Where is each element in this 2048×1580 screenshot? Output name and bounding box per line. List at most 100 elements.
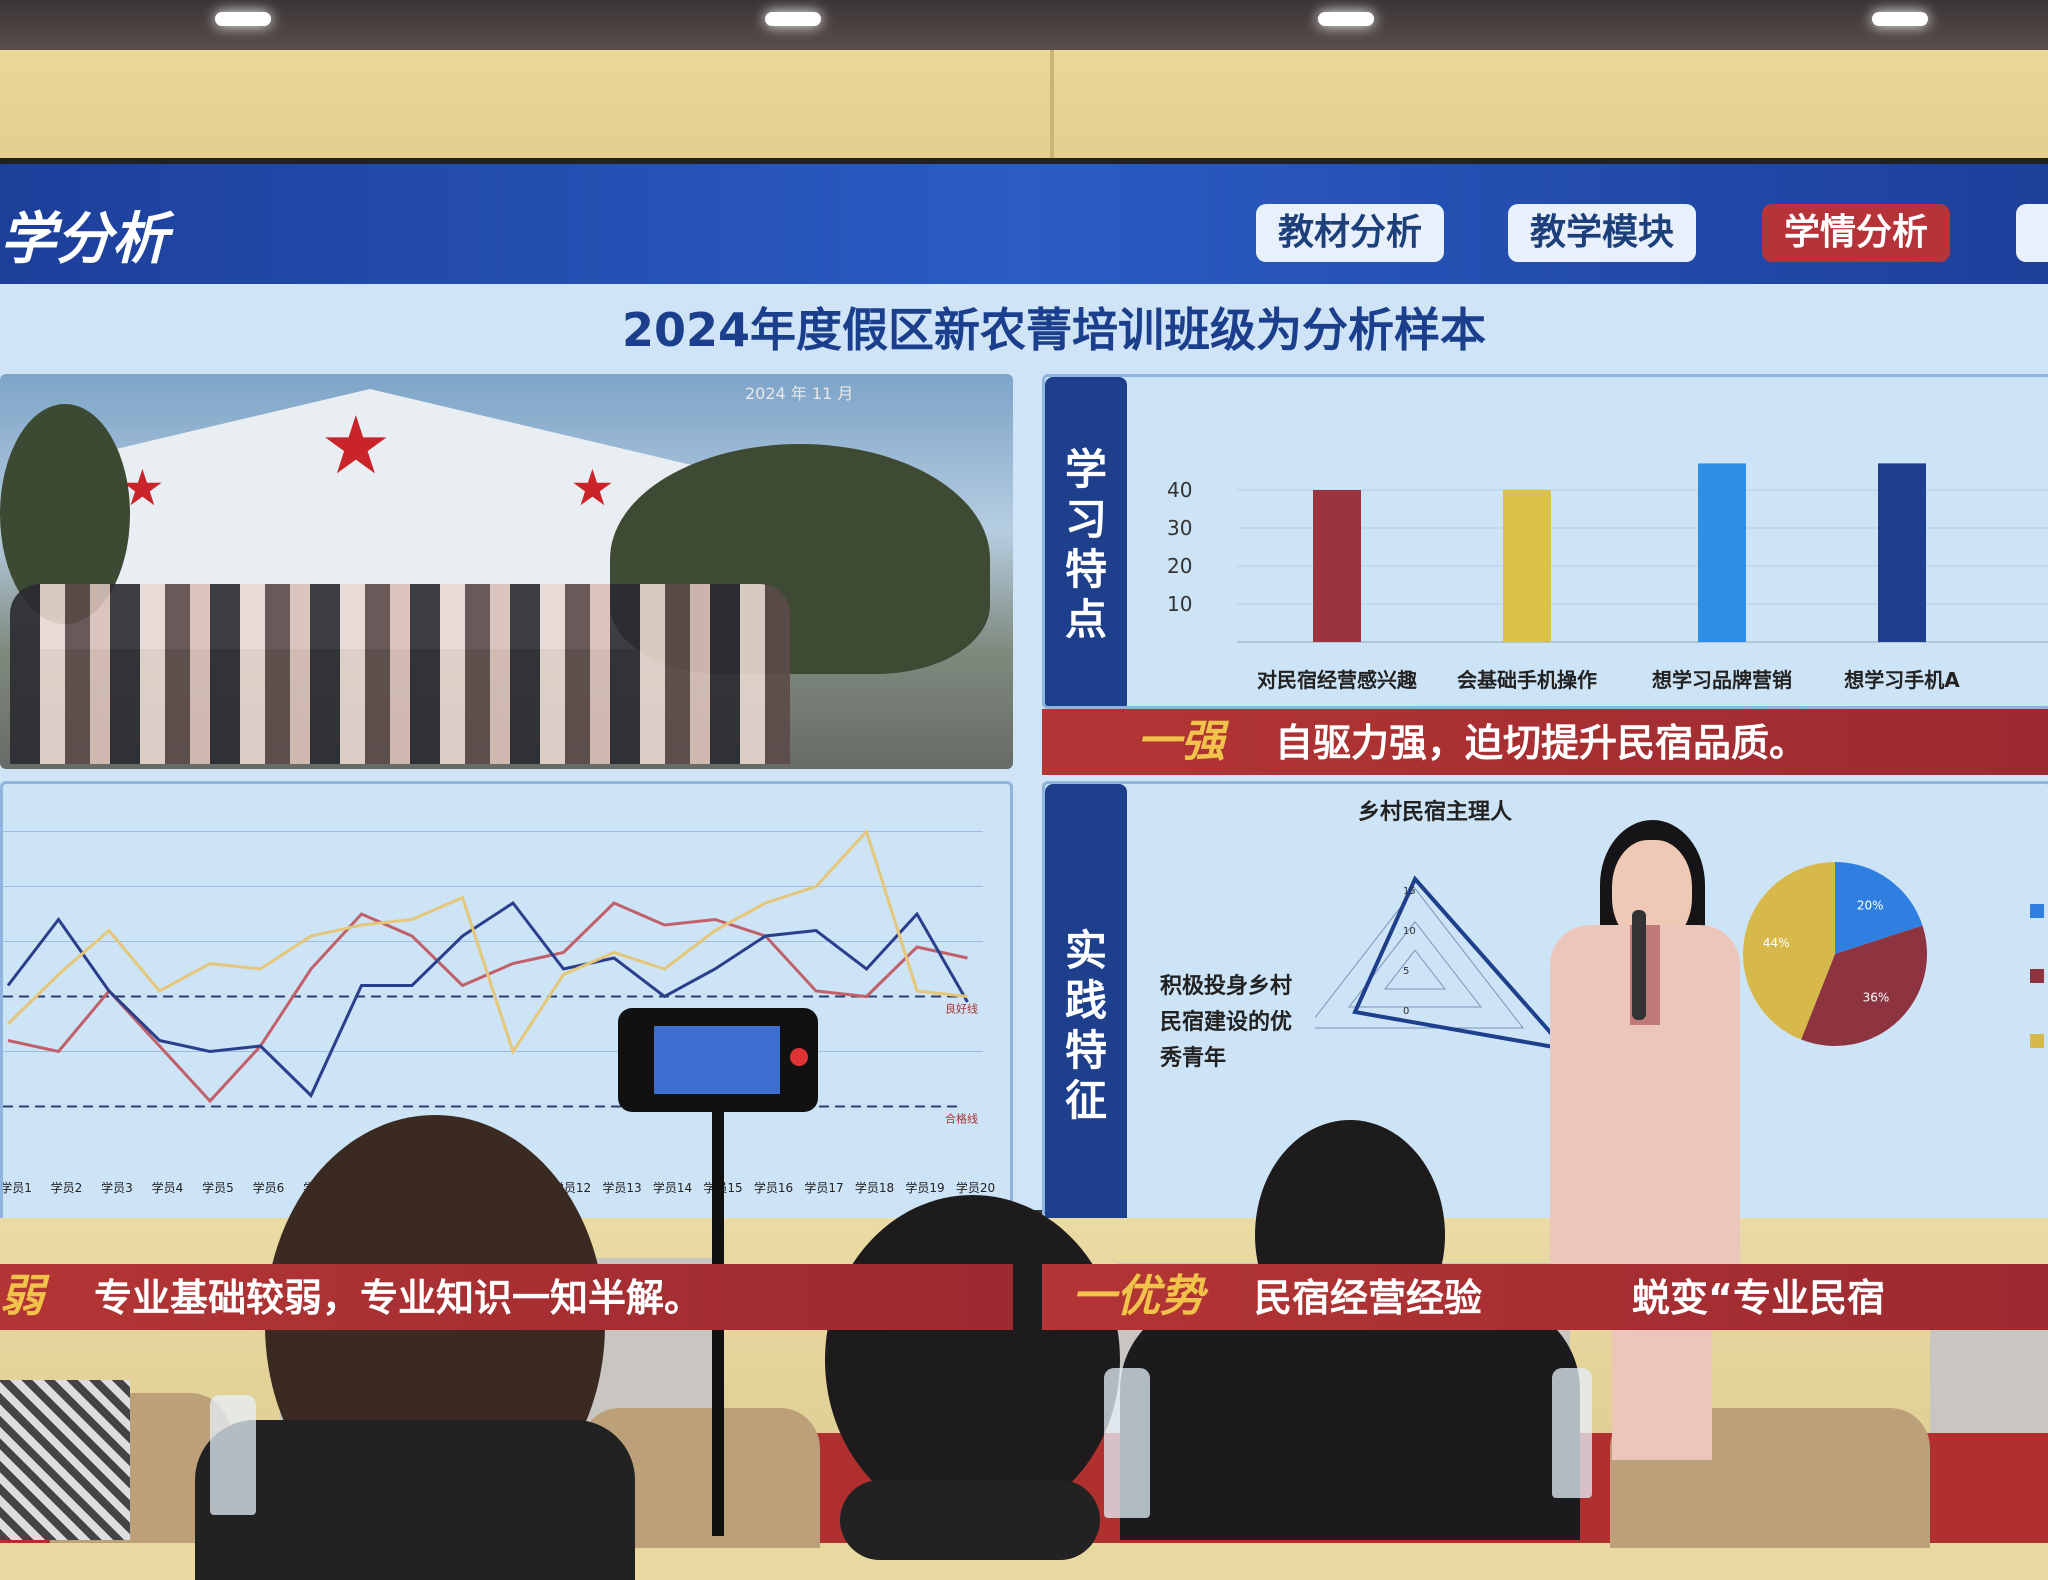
x-tick-label: 学员19 — [905, 1180, 944, 1195]
learning-side-label: 学 习 特 点 — [1045, 377, 1127, 706]
x-tick-label: 想学习品牌营销 — [1652, 668, 1792, 692]
bar — [1313, 490, 1361, 642]
tab-next[interactable] — [2016, 204, 2048, 262]
audience-head — [825, 1195, 1120, 1525]
ceiling-light — [1872, 12, 1928, 26]
star-icon: ★ — [320, 399, 392, 492]
x-tick-label: 学员17 — [804, 1180, 843, 1195]
radar-tick-label: 10 — [1403, 926, 1416, 937]
bar-chart: 10 20 30 40 对民宿经营感兴趣 会基础手机操作 想学习品牌营销 想学习手机A — [1167, 463, 2048, 692]
weakness-band: 弱 专业基础较弱，专业知识一知半解。 — [0, 1264, 1013, 1330]
x-tick-label: 学员14 — [653, 1180, 692, 1195]
pie-chart: 20% 36% 44% — [1743, 862, 2044, 1048]
group-photo: ★ ★ ★ 2024 年 11 月 — [0, 374, 1013, 769]
practice-side-label: 实 践 特 征 — [1045, 784, 1127, 1261]
radar-tick-label: 15 — [1403, 886, 1416, 897]
series-line — [6, 900, 969, 1099]
wall-seam — [1050, 50, 1054, 162]
x-tick-label: 学员18 — [855, 1180, 894, 1195]
side-char: 特 — [1064, 1025, 1107, 1075]
x-tick-label: 学员6 — [253, 1180, 285, 1195]
radar-grid — [1383, 949, 1447, 990]
tab-learner-analysis[interactable]: 学情分析 — [1762, 204, 1951, 262]
x-tick-label: 想学习手机A — [1844, 668, 1960, 692]
phone-screen — [654, 1026, 780, 1094]
radar-tick-label: 5 — [1403, 966, 1409, 977]
legend-swatch — [2030, 969, 2044, 983]
x-tick-label: 学员4 — [152, 1180, 184, 1195]
advantage-band: 一优势 民宿经营经验 蜕变“专业民宿 — [1042, 1264, 2048, 1330]
radar-chart: 0 5 10 15 — [1315, 875, 1571, 1052]
ceiling — [0, 0, 2048, 50]
pie-label: 36% — [1863, 991, 1890, 1005]
radar-top-label: 乡村民宿主理人 — [1357, 800, 1512, 825]
x-tick-label: 会基础手机操作 — [1457, 668, 1597, 692]
pie-slice — [1743, 862, 1835, 1040]
tab-teaching-module[interactable]: 教学模块 — [1508, 204, 1697, 262]
pie-slice — [1801, 925, 1927, 1046]
radar-grid — [1347, 920, 1483, 1008]
x-tick-label: 学员16 — [754, 1180, 793, 1195]
learning-band: 一强 自驱力强，迫切提升民宿品质。 — [1042, 709, 2048, 775]
record-button — [790, 1048, 808, 1066]
reference-line-label: 合格线 — [945, 1112, 978, 1126]
band-text: 自驱力强，迫切提升民宿品质。 — [1275, 721, 1808, 765]
side-char: 征 — [1064, 1075, 1107, 1125]
tab-textbook-analysis[interactable]: 教材分析 — [1256, 204, 1445, 262]
side-char: 学 — [1064, 444, 1107, 494]
y-tick-label: 30 — [1167, 516, 1192, 540]
legend-swatch — [2030, 904, 2044, 918]
radar-left-label: 积极投身乡村民宿建设的优秀青年 — [1160, 974, 1293, 1071]
series-line — [6, 828, 968, 1055]
side-char: 践 — [1064, 975, 1107, 1025]
side-char: 特 — [1064, 544, 1107, 594]
radar-grid — [1315, 887, 1525, 1029]
photo-date-stamp: 2024 年 11 月 — [745, 384, 854, 403]
radar-tick-label: 0 — [1403, 1006, 1409, 1017]
bar — [1698, 463, 1746, 642]
practice-panel: 实 践 特 征 乡村民宿主理人 积极投身乡村民宿建设的优秀青年 0 5 10 15 2… — [1042, 781, 2048, 1264]
x-tick-label: 学员5 — [202, 1180, 234, 1195]
pie-label: 44% — [1763, 936, 1790, 950]
band-text: 民宿经营经验 — [1254, 1276, 1483, 1320]
pie-label: 20% — [1857, 899, 1884, 913]
series-line — [7, 901, 968, 1104]
audience-jacket — [0, 1380, 130, 1540]
reference-line-label: 良好线 — [945, 1002, 978, 1016]
y-tick-label: 20 — [1167, 554, 1192, 578]
x-tick-label: 学员2 — [51, 1180, 83, 1195]
group-of-people — [10, 584, 790, 764]
band-text: 专业基础较弱，专业知识一知半解。 — [94, 1276, 703, 1320]
side-char: 点 — [1064, 594, 1107, 644]
band-key: 一优势 — [1072, 1271, 1204, 1322]
ceiling-light — [765, 12, 821, 26]
legend-swatch — [2030, 1034, 2044, 1048]
band-key: 一强 — [1137, 716, 1225, 767]
side-char: 习 — [1064, 494, 1107, 544]
presentation-screen: 学分析 教材分析 教学模块 学情分析 2024年度假区新农菁培训班级为分析样本 … — [0, 158, 2048, 1350]
side-char: 实 — [1064, 925, 1107, 975]
x-tick-label: 学员20 — [956, 1180, 995, 1195]
header-title: 学分析 — [0, 207, 168, 272]
bar — [1503, 490, 1551, 642]
audience-body — [1120, 1300, 1580, 1540]
band-key: 弱 — [0, 1271, 44, 1322]
star-icon: ★ — [570, 459, 615, 517]
audience-body — [195, 1420, 635, 1580]
x-tick-label: 学员1 — [3, 1180, 32, 1195]
microphone — [1632, 910, 1646, 1020]
band-text: 蜕变“专业民宿 — [1632, 1276, 1885, 1320]
water-bottle — [1552, 1368, 1592, 1498]
water-bottle — [210, 1395, 256, 1515]
radar-series — [1352, 875, 1571, 1052]
ceiling-light — [215, 12, 271, 26]
smartphone — [618, 1008, 818, 1112]
water-bottle — [1104, 1368, 1150, 1518]
y-tick-label: 40 — [1167, 478, 1192, 502]
wall — [0, 50, 2048, 162]
bar — [1878, 463, 1926, 642]
ceiling-light — [1318, 12, 1374, 26]
x-tick-label: 对民宿经营感兴趣 — [1257, 668, 1418, 692]
x-tick-label: 学员3 — [101, 1180, 133, 1195]
audience-body — [840, 1480, 1100, 1560]
